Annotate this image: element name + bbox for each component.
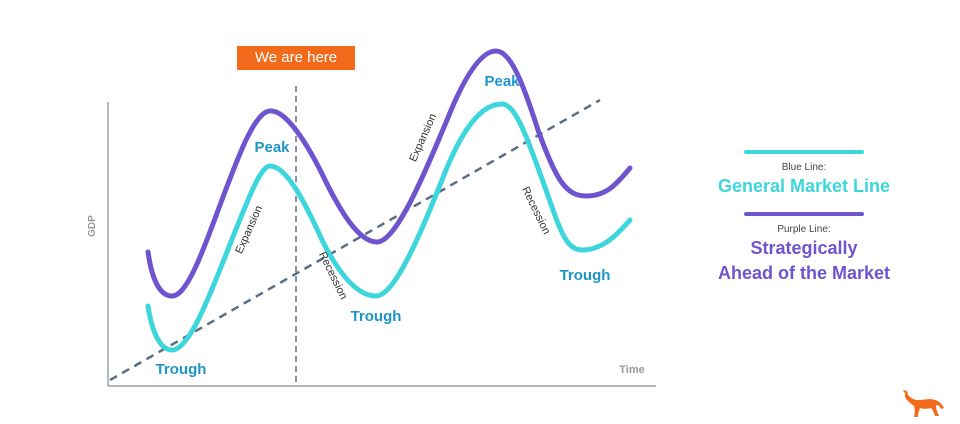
peak-label-2: Peak [484, 73, 520, 90]
bull-icon [903, 390, 944, 417]
purple-line-name-line2: Ahead of the Market [717, 263, 891, 283]
trough-label-2: Trough [351, 308, 402, 325]
y-axis-label: GDP [87, 215, 98, 237]
blue-line-caption: Blue Line: [781, 162, 827, 173]
purple-line-name-line1: Strategically [750, 238, 858, 258]
we-are-here-badge: We are here [237, 46, 355, 70]
trend-line [109, 98, 601, 382]
purple-line [145, 48, 633, 299]
blue-line-swatch [744, 150, 864, 154]
trough-label-3: Trough [560, 267, 611, 284]
purple-line-caption: Purple Line: [777, 224, 831, 235]
legend: Blue Line: General Market Line Purple Li… [698, 150, 910, 286]
peak-label-1: Peak [254, 139, 290, 156]
trough-label-1: Trough [156, 361, 207, 378]
blue-line-name: General Market Line [717, 176, 891, 196]
x-axis-label: Time [619, 364, 644, 376]
purple-line-swatch [744, 212, 864, 216]
blue-line [145, 101, 633, 353]
